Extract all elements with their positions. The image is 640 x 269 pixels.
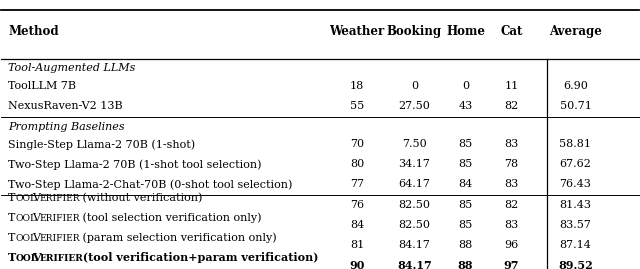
Text: ERIFIER: ERIFIER bbox=[39, 214, 80, 223]
Text: Cat: Cat bbox=[500, 24, 523, 38]
Text: Tool-Augmented LLMs: Tool-Augmented LLMs bbox=[8, 63, 136, 73]
Text: OOL: OOL bbox=[15, 194, 36, 203]
Text: 27.50: 27.50 bbox=[399, 101, 431, 111]
Text: 81: 81 bbox=[350, 240, 364, 250]
Text: 83: 83 bbox=[504, 220, 518, 230]
Text: 82.50: 82.50 bbox=[399, 220, 431, 230]
Text: 82.50: 82.50 bbox=[399, 200, 431, 210]
Text: 89.52: 89.52 bbox=[558, 260, 593, 269]
Text: 18: 18 bbox=[350, 81, 364, 91]
Text: 43: 43 bbox=[458, 101, 473, 111]
Text: 84.17: 84.17 bbox=[397, 260, 432, 269]
Text: Booking: Booking bbox=[387, 24, 442, 38]
Text: 67.62: 67.62 bbox=[559, 159, 591, 169]
Text: 85: 85 bbox=[458, 200, 473, 210]
Text: 84.17: 84.17 bbox=[399, 240, 431, 250]
Text: 11: 11 bbox=[504, 81, 518, 91]
Text: 58.81: 58.81 bbox=[559, 139, 591, 149]
Text: Home: Home bbox=[446, 24, 485, 38]
Text: 6.90: 6.90 bbox=[563, 81, 588, 91]
Text: T: T bbox=[8, 252, 17, 263]
Text: 76.43: 76.43 bbox=[559, 179, 591, 189]
Text: Weather: Weather bbox=[330, 24, 385, 38]
Text: 50.71: 50.71 bbox=[559, 101, 591, 111]
Text: 55: 55 bbox=[350, 101, 364, 111]
Text: 85: 85 bbox=[458, 159, 473, 169]
Text: 82: 82 bbox=[504, 101, 518, 111]
Text: T: T bbox=[8, 213, 16, 223]
Text: (tool verification+param verification): (tool verification+param verification) bbox=[79, 252, 318, 263]
Text: 7.50: 7.50 bbox=[402, 139, 427, 149]
Text: 0: 0 bbox=[411, 81, 418, 91]
Text: 83: 83 bbox=[504, 179, 518, 189]
Text: Prompting Baselines: Prompting Baselines bbox=[8, 122, 125, 132]
Text: Two-Step Llama-2-Chat-70B (0-shot tool selection): Two-Step Llama-2-Chat-70B (0-shot tool s… bbox=[8, 179, 292, 190]
Text: ToolLLM 7B: ToolLLM 7B bbox=[8, 81, 76, 91]
Text: 82: 82 bbox=[504, 200, 518, 210]
Text: 34.17: 34.17 bbox=[399, 159, 431, 169]
Text: OOL: OOL bbox=[15, 254, 38, 263]
Text: 83: 83 bbox=[504, 139, 518, 149]
Text: 88: 88 bbox=[458, 260, 474, 269]
Text: 97: 97 bbox=[504, 260, 519, 269]
Text: NexusRaven-V2 13B: NexusRaven-V2 13B bbox=[8, 101, 123, 111]
Text: 77: 77 bbox=[350, 179, 364, 189]
Text: T: T bbox=[8, 233, 16, 243]
Text: OOL: OOL bbox=[15, 234, 36, 243]
Text: 84: 84 bbox=[458, 179, 473, 189]
Text: 85: 85 bbox=[458, 220, 473, 230]
Text: V: V bbox=[32, 252, 41, 263]
Text: Average: Average bbox=[549, 24, 602, 38]
Text: 78: 78 bbox=[504, 159, 518, 169]
Text: (param selection verification only): (param selection verification only) bbox=[79, 232, 276, 243]
Text: Two-Step Llama-2 70B (1-shot tool selection): Two-Step Llama-2 70B (1-shot tool select… bbox=[8, 159, 262, 170]
Text: 64.17: 64.17 bbox=[399, 179, 431, 189]
Text: (tool selection verification only): (tool selection verification only) bbox=[79, 213, 261, 223]
Text: 0: 0 bbox=[462, 81, 469, 91]
Text: 96: 96 bbox=[504, 240, 518, 250]
Text: 90: 90 bbox=[349, 260, 365, 269]
Text: 87.14: 87.14 bbox=[559, 240, 591, 250]
Text: V: V bbox=[32, 233, 40, 243]
Text: V: V bbox=[32, 213, 40, 223]
Text: 83.57: 83.57 bbox=[559, 220, 591, 230]
Text: 76: 76 bbox=[350, 200, 364, 210]
Text: 81.43: 81.43 bbox=[559, 200, 591, 210]
Text: V: V bbox=[32, 193, 40, 203]
Text: 85: 85 bbox=[458, 139, 473, 149]
Text: Method: Method bbox=[8, 24, 59, 38]
Text: Single-Step Llama-2 70B (1-shot): Single-Step Llama-2 70B (1-shot) bbox=[8, 139, 195, 150]
Text: ERIFIER: ERIFIER bbox=[39, 254, 83, 263]
Text: ERIFIER: ERIFIER bbox=[39, 194, 80, 203]
Text: (without verification): (without verification) bbox=[79, 193, 202, 203]
Text: 84: 84 bbox=[350, 220, 364, 230]
Text: ERIFIER: ERIFIER bbox=[39, 234, 80, 243]
Text: 80: 80 bbox=[350, 159, 364, 169]
Text: OOL: OOL bbox=[15, 214, 36, 223]
Text: T: T bbox=[8, 193, 16, 203]
Text: 70: 70 bbox=[350, 139, 364, 149]
Text: 88: 88 bbox=[458, 240, 473, 250]
